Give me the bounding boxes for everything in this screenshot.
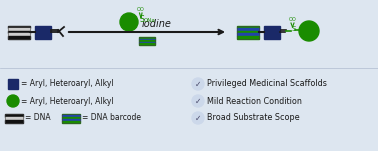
Bar [139, 40, 155, 42]
Text: ✓: ✓ [195, 96, 201, 106]
Bar [237, 33, 259, 36]
Bar [237, 31, 259, 33]
Bar [8, 33, 30, 36]
Text: = DNA: = DNA [25, 114, 51, 122]
Bar [8, 36, 30, 39]
Bar [237, 26, 259, 39]
Bar [62, 115, 80, 117]
Text: ONa: ONa [144, 18, 156, 22]
Bar [62, 121, 80, 122]
Bar [8, 28, 30, 31]
Text: = Aryl, Heteroaryl, Alkyl: = Aryl, Heteroaryl, Alkyl [21, 96, 114, 106]
Circle shape [120, 13, 138, 31]
Bar [139, 37, 155, 45]
Text: ✓: ✓ [195, 114, 201, 122]
Bar [62, 119, 80, 121]
Text: O: O [289, 17, 292, 22]
Text: ✓: ✓ [195, 79, 201, 88]
Bar [237, 26, 259, 28]
Bar [237, 36, 259, 39]
Circle shape [192, 112, 204, 124]
Bar [8, 31, 30, 33]
Bar [237, 28, 259, 31]
Text: iodine: iodine [142, 19, 172, 29]
Text: S: S [291, 26, 295, 32]
Bar [139, 43, 155, 45]
Circle shape [192, 78, 204, 90]
Bar [5, 114, 23, 117]
Text: = Aryl, Heteroaryl, Alkyl: = Aryl, Heteroaryl, Alkyl [21, 79, 114, 88]
Text: O: O [137, 7, 141, 12]
Bar [139, 37, 155, 39]
Bar [139, 42, 155, 43]
Circle shape [7, 95, 19, 107]
Circle shape [192, 95, 204, 107]
Bar [8, 79, 18, 89]
Bar [62, 114, 80, 122]
Text: Broad Substrate Scope: Broad Substrate Scope [207, 114, 300, 122]
Bar [62, 117, 80, 119]
Text: O: O [292, 17, 296, 22]
Bar [5, 117, 23, 119]
Bar [264, 26, 280, 39]
Bar [62, 114, 80, 115]
Bar [35, 26, 51, 39]
Circle shape [299, 21, 319, 41]
Bar [5, 114, 23, 122]
Bar [5, 119, 23, 122]
Bar [139, 39, 155, 40]
Text: O: O [140, 7, 144, 12]
Bar [8, 26, 30, 39]
Text: Mild Reaction Condition: Mild Reaction Condition [207, 96, 302, 106]
Text: = DNA barcode: = DNA barcode [82, 114, 141, 122]
Bar [8, 26, 30, 28]
Text: Privileged Medicinal Scaffolds: Privileged Medicinal Scaffolds [207, 79, 327, 88]
Text: S: S [140, 16, 145, 24]
